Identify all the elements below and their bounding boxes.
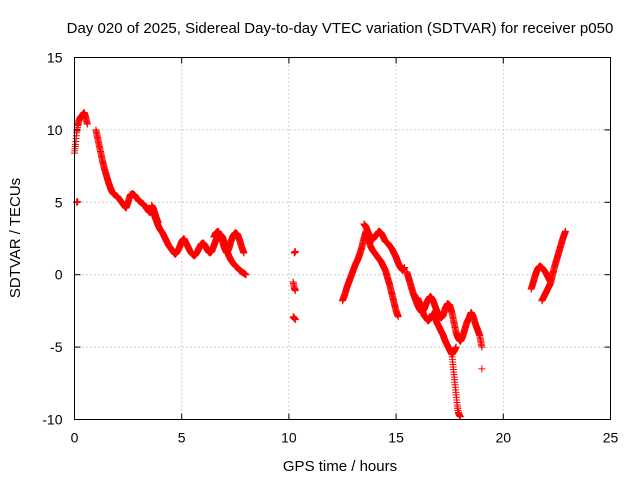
x-tick-label: 20 xyxy=(496,430,512,446)
data-point xyxy=(291,248,299,256)
x-axis-label: GPS time / hours xyxy=(283,458,397,475)
data-point xyxy=(74,198,82,206)
grid xyxy=(74,57,611,420)
data-point xyxy=(401,263,409,271)
y-tick-label: -10 xyxy=(42,412,62,428)
x-tick-label: 15 xyxy=(388,430,404,446)
x-tick-label: 25 xyxy=(603,430,619,446)
data-point xyxy=(242,271,250,279)
data-point xyxy=(291,316,299,324)
y-tick-label: 5 xyxy=(55,194,63,210)
y-tick-label: 15 xyxy=(47,50,63,66)
y-axis-label: SDTVAR / TECUs xyxy=(7,178,24,298)
plot-area xyxy=(71,109,569,421)
y-tick-label: -5 xyxy=(50,339,63,355)
data-point xyxy=(83,120,91,128)
x-tick-label: 10 xyxy=(281,430,297,446)
y-tick-label: 0 xyxy=(55,267,63,283)
data-point xyxy=(394,313,402,321)
data-point xyxy=(561,227,569,235)
x-tick-label: 5 xyxy=(178,430,186,446)
y-tick-label: 10 xyxy=(47,122,63,138)
data-point xyxy=(478,343,486,351)
data-point xyxy=(240,249,248,257)
data-point xyxy=(478,365,486,373)
axis-ticks: 0 5 10 15 20 25 -10 -5 0 5 10 15 xyxy=(42,50,618,446)
data-point xyxy=(456,413,464,421)
data-point xyxy=(452,343,460,351)
data-point xyxy=(154,219,162,227)
data-point xyxy=(291,287,299,295)
x-tick-label: 0 xyxy=(71,430,79,446)
chart-title: Day 020 of 2025, Sidereal Day-to-day VTE… xyxy=(67,20,614,37)
plot-frame xyxy=(74,57,611,420)
